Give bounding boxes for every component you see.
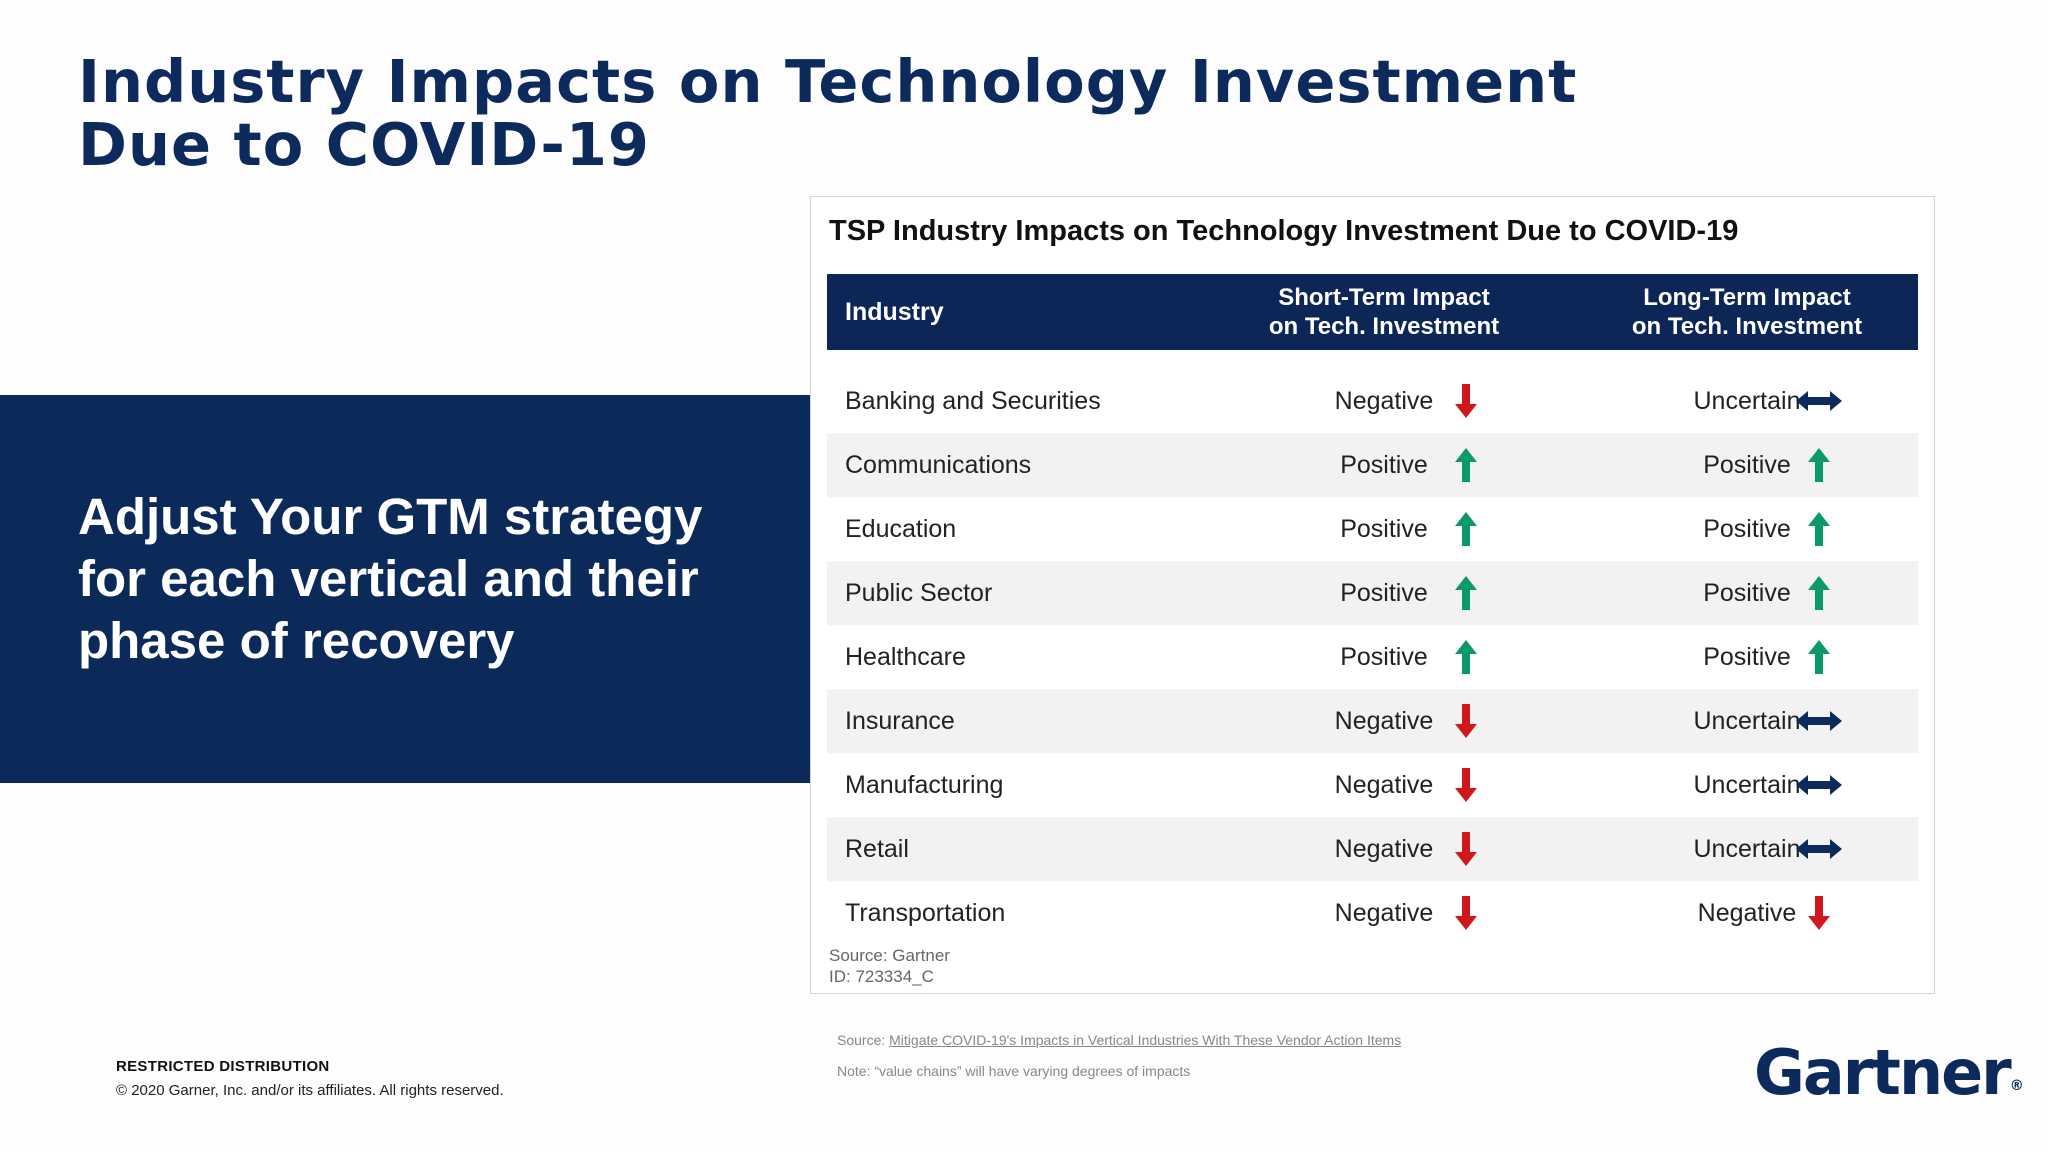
- table-title: TSP Industry Impacts on Technology Inves…: [829, 215, 1739, 247]
- industry-cell: Education: [845, 514, 957, 543]
- short-term-value: Negative: [1334, 898, 1434, 927]
- table-row: Communications Positive Positive: [827, 433, 1918, 497]
- industry-cell: Manufacturing: [845, 770, 1004, 799]
- up-arrow-icon: [1795, 639, 1843, 675]
- long-term-value: Negative: [1697, 898, 1797, 927]
- table-header-row: Industry Short-Term Impact on Tech. Inve…: [827, 274, 1918, 350]
- header-long-term-label: Long-Term Impact on Tech. Investment: [1631, 284, 1863, 340]
- short-term-cell: Positive: [1217, 497, 1551, 561]
- down-arrow-icon: [1442, 767, 1490, 803]
- logo-registered-mark: ®: [2009, 1078, 2024, 1094]
- up-arrow-icon: [1442, 639, 1490, 675]
- short-term-value: Positive: [1340, 642, 1428, 671]
- industry-cell: Insurance: [845, 706, 955, 735]
- table-source-text: Source: Gartner: [829, 946, 950, 965]
- footer-source-link[interactable]: Mitigate COVID-19's Impacts in Vertical …: [889, 1032, 1402, 1048]
- table-id-text: ID: 723334_C: [829, 967, 934, 986]
- callout-panel: [0, 395, 810, 783]
- table-source: Source: Gartner ID: 723334_C: [829, 945, 950, 987]
- header-short-term-label: Short-Term Impact on Tech. Investment: [1268, 284, 1500, 340]
- long-term-cell: Uncertain: [1580, 689, 1914, 753]
- long-term-cell: Negative: [1580, 881, 1914, 945]
- industry-cell: Communications: [845, 450, 1032, 479]
- short-term-value: Positive: [1340, 578, 1428, 607]
- up-arrow-icon: [1442, 447, 1490, 483]
- table-row: Healthcare Positive Positive: [827, 625, 1918, 689]
- industry-cell: Retail: [845, 834, 909, 863]
- long-term-value: Positive: [1703, 578, 1791, 607]
- copyright-text: © 2020 Garner, Inc. and/or its affiliate…: [116, 1082, 504, 1099]
- table-row: Retail Negative Uncertain: [827, 817, 1918, 881]
- short-term-value: Negative: [1334, 834, 1434, 863]
- logo-text: Gartner: [1754, 1036, 2012, 1109]
- long-term-cell: Positive: [1580, 625, 1914, 689]
- industry-cell: Banking and Securities: [845, 386, 1101, 415]
- header-short-term: Short-Term Impact on Tech. Investment: [1217, 274, 1551, 350]
- long-term-cell: Positive: [1580, 561, 1914, 625]
- short-term-value: Negative: [1334, 386, 1434, 415]
- up-arrow-icon: [1442, 511, 1490, 547]
- long-term-cell: Positive: [1580, 433, 1914, 497]
- short-term-cell: Negative: [1217, 689, 1551, 753]
- down-arrow-icon: [1795, 895, 1843, 931]
- short-term-cell: Negative: [1217, 881, 1551, 945]
- down-arrow-icon: [1442, 895, 1490, 931]
- short-term-value: Negative: [1334, 706, 1434, 735]
- short-term-cell: Negative: [1217, 369, 1551, 433]
- footer-source-prefix: Source:: [837, 1032, 890, 1048]
- gartner-logo: Gartner®: [1754, 1036, 2024, 1109]
- long-term-cell: Uncertain: [1580, 369, 1914, 433]
- up-arrow-icon: [1795, 575, 1843, 611]
- industry-cell: Public Sector: [845, 578, 993, 607]
- table-row: Public Sector Positive Positive: [827, 561, 1918, 625]
- up-arrow-icon: [1795, 447, 1843, 483]
- up-arrow-icon: [1795, 511, 1843, 547]
- short-term-cell: Positive: [1217, 561, 1551, 625]
- industry-cell: Healthcare: [845, 642, 966, 671]
- long-term-value: Uncertain: [1693, 834, 1801, 863]
- table-row: Manufacturing Negative Uncertain: [827, 753, 1918, 817]
- restricted-label: RESTRICTED DISTRIBUTION: [116, 1058, 330, 1075]
- header-industry: Industry: [845, 297, 944, 326]
- table-row: Insurance Negative Uncertain: [827, 689, 1918, 753]
- down-arrow-icon: [1442, 831, 1490, 867]
- long-term-cell: Uncertain: [1580, 817, 1914, 881]
- up-arrow-icon: [1442, 575, 1490, 611]
- long-term-cell: Uncertain: [1580, 753, 1914, 817]
- long-term-cell: Positive: [1580, 497, 1914, 561]
- page-title: Industry Impacts on Technology Investmen…: [78, 50, 1578, 176]
- industry-cell: Transportation: [845, 898, 1006, 927]
- down-arrow-icon: [1442, 703, 1490, 739]
- long-term-value: Positive: [1703, 642, 1791, 671]
- table-row: Transportation Negative Negative: [827, 881, 1918, 945]
- table-row: Banking and Securities Negative Uncertain: [827, 369, 1918, 433]
- short-term-value: Positive: [1340, 450, 1428, 479]
- long-term-value: Uncertain: [1693, 706, 1801, 735]
- left-right-arrow-icon: [1795, 831, 1843, 867]
- footer-note: Note: “value chains” will have varying d…: [837, 1063, 1191, 1079]
- short-term-value: Negative: [1334, 770, 1434, 799]
- header-long-term: Long-Term Impact on Tech. Investment: [1580, 274, 1914, 350]
- page-title-line-1: Industry Impacts on Technology Investmen…: [78, 47, 1578, 116]
- left-right-arrow-icon: [1795, 703, 1843, 739]
- long-term-value: Positive: [1703, 450, 1791, 479]
- short-term-cell: Negative: [1217, 817, 1551, 881]
- short-term-cell: Positive: [1217, 625, 1551, 689]
- table-row: Education Positive Positive: [827, 497, 1918, 561]
- long-term-value: Uncertain: [1693, 770, 1801, 799]
- left-right-arrow-icon: [1795, 767, 1843, 803]
- page-title-line-2: Due to COVID-19: [78, 110, 650, 179]
- short-term-value: Positive: [1340, 514, 1428, 543]
- short-term-cell: Positive: [1217, 433, 1551, 497]
- left-right-arrow-icon: [1795, 383, 1843, 419]
- footer-source: Source: Mitigate COVID-19's Impacts in V…: [837, 1032, 1401, 1048]
- long-term-value: Uncertain: [1693, 386, 1801, 415]
- callout-text: Adjust Your GTM strategy for each vertic…: [78, 488, 703, 669]
- short-term-cell: Negative: [1217, 753, 1551, 817]
- impact-table-card: TSP Industry Impacts on Technology Inves…: [810, 196, 1935, 994]
- down-arrow-icon: [1442, 383, 1490, 419]
- long-term-value: Positive: [1703, 514, 1791, 543]
